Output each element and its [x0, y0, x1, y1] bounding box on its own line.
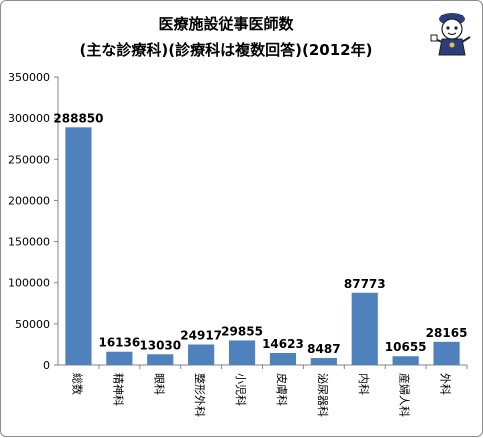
data-label: 28165: [426, 326, 468, 340]
y-tick-label: 50000: [15, 318, 50, 331]
data-label: 288850: [53, 111, 103, 125]
x-tick-label: 総数: [70, 373, 84, 395]
x-tick-label: 小児科: [234, 373, 248, 406]
chart-subtitle: (主な診療科)(診療科は複数回答)(2012年): [79, 41, 373, 59]
x-tick-label: 外科: [439, 373, 453, 395]
cartoon-mascot-icon: [430, 13, 471, 56]
x-tick-label: 内科: [357, 373, 371, 395]
data-label: 14623: [262, 337, 304, 351]
y-tick-label: 200000: [8, 194, 50, 207]
bar: [65, 127, 92, 365]
data-label: 16136: [98, 336, 140, 350]
data-label: 10655: [385, 340, 427, 354]
bar: [351, 292, 378, 365]
data-label: 13030: [139, 338, 181, 352]
bar: [106, 351, 133, 365]
data-label: 29855: [221, 324, 263, 338]
chart-title: 医療施設従事医師数: [158, 15, 294, 33]
y-tick-label: 150000: [8, 236, 50, 249]
x-tick-label: 皮膚科: [275, 373, 289, 406]
y-tick-label: 100000: [8, 277, 50, 290]
bar: [310, 358, 337, 365]
x-tick-label: 泌尿器科: [316, 373, 330, 417]
bar: [188, 344, 215, 365]
y-tick-label: 350000: [8, 71, 50, 84]
data-label: 8487: [307, 342, 340, 356]
y-tick-label: 0: [43, 359, 50, 372]
bar: [433, 341, 460, 365]
data-label: 87773: [344, 277, 386, 291]
x-tick-label: 眼科: [152, 373, 166, 395]
bar: [228, 340, 256, 365]
bar: [147, 354, 174, 365]
x-tick-label: 整形外科: [193, 373, 207, 417]
bar: [392, 356, 419, 365]
bar: [269, 352, 297, 365]
y-tick-label: 300000: [8, 112, 50, 125]
y-tick-label: 250000: [8, 153, 50, 166]
x-tick-label: 産婦人科: [398, 373, 412, 417]
data-label: 24917: [180, 328, 222, 342]
x-tick-label: 精神科: [111, 373, 125, 406]
